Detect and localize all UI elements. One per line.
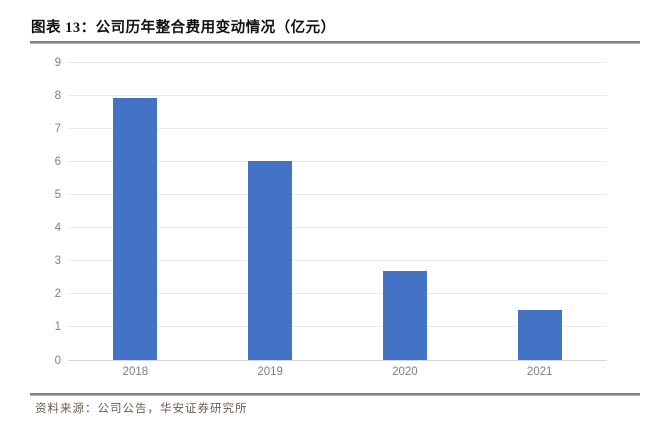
bar-2018 [113,98,158,360]
footer-divider [30,393,640,396]
gridline [68,293,607,295]
y-tick-label: 1 [54,321,61,334]
x-tick-label: 2020 [392,366,418,378]
bar-2019 [248,161,293,360]
y-tick-label: 4 [54,222,61,235]
gridline [68,61,607,63]
bar-2020 [382,270,427,360]
y-tick-label: 5 [54,188,61,201]
x-axis: 2018 2019 2020 2021 [68,366,607,382]
x-tick-label: 2018 [122,366,149,378]
gridline [68,326,607,328]
y-tick-label: 2 [54,288,61,301]
y-tick-label: 6 [54,155,61,168]
gridline [68,260,607,262]
gridline [68,227,607,229]
source-note: 资料来源：公司公告，华安证券研究所 [35,403,248,415]
y-tick-label: 0 [54,354,61,367]
x-tick-label: 2019 [257,366,283,378]
figure-title: 图表 13：公司历年整合费用变动情况（亿元） [31,20,336,36]
gridline [68,127,607,129]
gridline [68,160,607,162]
y-tick-label: 9 [54,56,61,69]
x-tick-label: 2021 [526,366,553,378]
title-divider [30,41,640,44]
y-tick-label: 3 [54,255,61,268]
gridline [68,94,607,96]
gridline [68,359,607,361]
y-tick-label: 7 [54,122,61,135]
y-axis: 0 1 2 3 4 5 6 7 8 9 [30,57,61,367]
plot-area [68,61,607,361]
bar-2021 [517,310,562,360]
y-tick-label: 8 [54,89,61,102]
bar-chart: 0 1 2 3 4 5 6 7 8 9 2018 2019 2020 2021 [0,55,657,385]
gridline [68,193,607,195]
